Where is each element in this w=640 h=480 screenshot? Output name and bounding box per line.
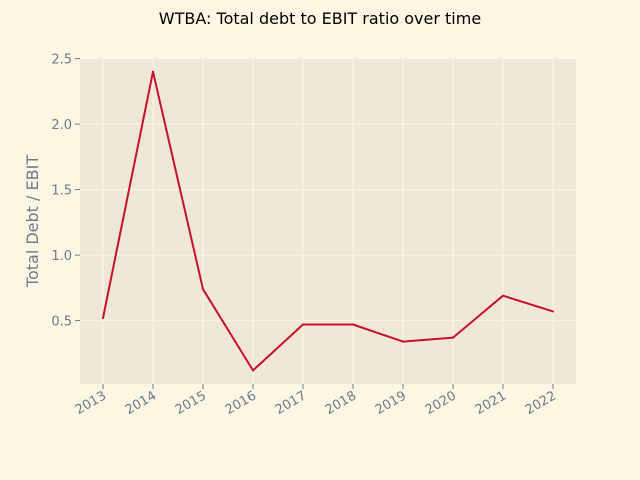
y-axis-ticks: 0.5 1.0 1.5 2.0 2.5 [51, 53, 80, 330]
grid [80, 58, 576, 384]
data-point [202, 288, 204, 291]
plot-area [80, 58, 576, 384]
y-tick-label: 2.5 [51, 53, 72, 68]
data-point [302, 323, 304, 326]
series-line [102, 70, 554, 372]
data-point [552, 310, 554, 313]
data-point [152, 70, 154, 73]
y-tick-label: 0.5 [51, 315, 72, 330]
y-axis-label: Total Debt / EBIT [23, 155, 42, 288]
data-point [252, 369, 254, 372]
data-point [402, 340, 404, 343]
y-tick-label: 2.0 [51, 118, 72, 133]
chart-title: WTBA: Total debt to EBIT ratio over time [159, 9, 481, 28]
data-point [452, 336, 454, 339]
series-layer [102, 70, 554, 372]
y-tick-label: 1.5 [51, 184, 72, 199]
y-tick-label: 1.0 [51, 249, 72, 264]
data-point [502, 294, 504, 297]
data-point [102, 316, 104, 319]
data-point [352, 323, 354, 326]
